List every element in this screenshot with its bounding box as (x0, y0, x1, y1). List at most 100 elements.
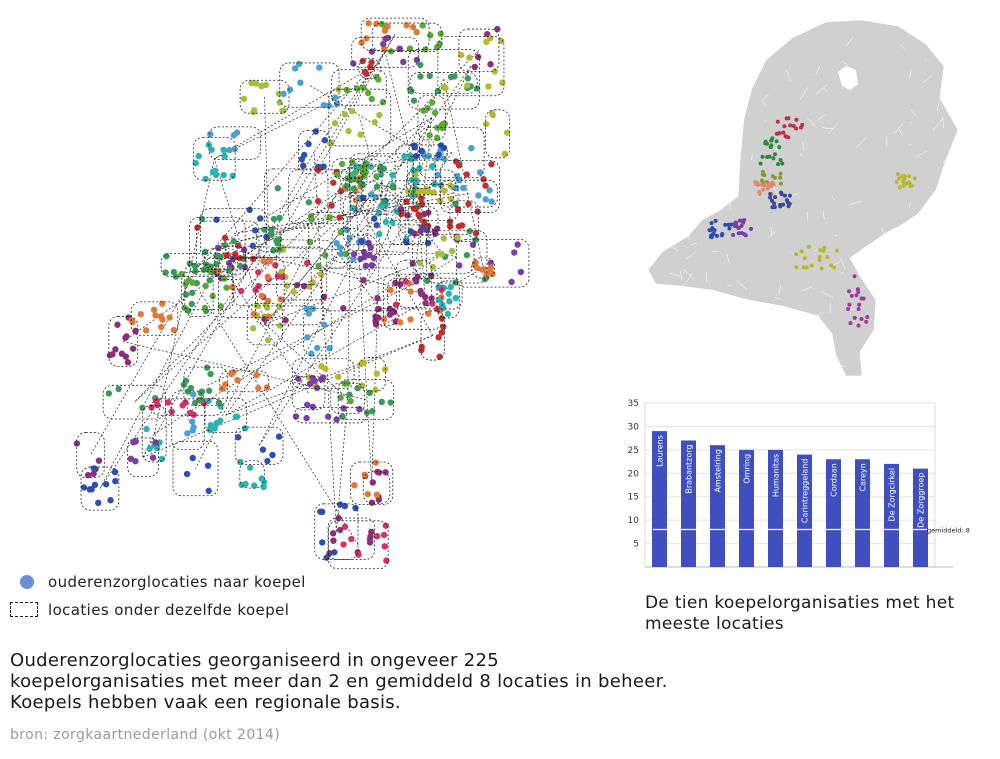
location-dot (264, 336, 272, 344)
location-dot (313, 344, 321, 352)
location-dot (363, 409, 371, 416)
group-link (359, 117, 389, 227)
municipality-border (801, 286, 812, 292)
group-outline (172, 440, 219, 497)
location-dot (319, 539, 326, 546)
location-dot (501, 150, 508, 157)
highlight-dot (781, 202, 786, 207)
location-dot (445, 290, 452, 297)
source-note: bron: zorgkaartnederland (okt 2014) (10, 727, 281, 743)
location-dot (452, 200, 459, 208)
location-dot (338, 160, 346, 168)
group-link (313, 52, 386, 153)
municipality-border (773, 186, 779, 197)
location-dot (322, 365, 329, 372)
location-dot (397, 319, 404, 326)
highlight-dot (799, 249, 804, 254)
group-link (313, 152, 337, 532)
group-link (225, 66, 472, 416)
location-dot (511, 249, 518, 256)
location-dot (440, 323, 447, 330)
location-dot (485, 83, 492, 90)
highlight-dot (770, 174, 775, 179)
highlight-dot (783, 193, 788, 198)
bar-category-label: Brabantzorg (685, 444, 694, 493)
location-dot (429, 162, 437, 170)
municipality-border (770, 226, 773, 236)
highlight-dot (731, 232, 736, 237)
group-link (268, 34, 396, 240)
highlight-dot (864, 319, 869, 324)
highlight-dot (778, 157, 783, 162)
group-outline (348, 234, 378, 271)
location-dot (186, 260, 194, 267)
municipality-border (842, 61, 848, 65)
highlight-dot (894, 179, 899, 184)
location-dot (475, 192, 482, 199)
group-outline (367, 198, 410, 255)
location-dot (329, 530, 337, 537)
location-dot (188, 418, 196, 425)
location-dot (375, 76, 382, 83)
municipality-border (839, 364, 846, 368)
location-dot (190, 391, 197, 398)
location-dot (220, 146, 227, 154)
location-dot (373, 533, 381, 540)
location-dot (474, 53, 482, 61)
highlight-dot (714, 233, 719, 238)
highlight-dot (737, 218, 742, 223)
highlight-dot (748, 226, 753, 231)
group-link (350, 192, 434, 336)
municipality-border (774, 142, 779, 155)
group-outline (436, 280, 460, 319)
municipality-border (893, 123, 904, 134)
location-dot (350, 185, 358, 192)
group-outline (343, 195, 406, 246)
location-dot (149, 454, 157, 461)
location-dot (313, 384, 321, 392)
location-dot (158, 455, 166, 463)
netherlands-highlight-map (647, 19, 959, 377)
group-outline (407, 155, 436, 189)
y-tick-label: 5 (633, 540, 639, 550)
group-link (296, 196, 320, 199)
y-tick-label: 20 (628, 469, 640, 479)
group-link (217, 117, 432, 247)
y-tick-label: 10 (628, 516, 640, 526)
location-dot (150, 306, 158, 314)
municipality-border (909, 68, 912, 79)
location-dot (418, 147, 425, 155)
location-dot (159, 300, 166, 307)
location-dot (234, 376, 241, 384)
location-dot (451, 73, 458, 80)
location-dot (213, 420, 220, 427)
location-dot (488, 110, 496, 117)
location-dot (427, 32, 434, 39)
municipality-border (772, 334, 777, 336)
group-outline (279, 62, 340, 108)
location-dot (320, 163, 327, 170)
location-dot (114, 321, 121, 328)
location-dot (321, 137, 329, 144)
municipality-border (936, 98, 941, 111)
legend-locations-label: ouderenzorglocaties naar koepel (48, 573, 306, 591)
group-link (264, 323, 348, 399)
group-link (264, 182, 382, 325)
group-outline (412, 233, 475, 274)
bar-category-label: Omring (743, 454, 752, 484)
group-outline (239, 79, 290, 114)
legend-locations: ouderenzorglocaties naar koepel (10, 573, 306, 591)
highlight-dots (707, 116, 917, 328)
location-dot (277, 322, 284, 329)
location-dot (109, 351, 116, 358)
highlight-dot (776, 131, 781, 136)
location-dot (355, 177, 363, 185)
location-dot (340, 304, 347, 312)
location-dot (233, 129, 241, 136)
group-outline (246, 302, 283, 346)
location-dot (266, 257, 274, 265)
highlight-dot (832, 265, 837, 270)
highlight-dot (778, 171, 783, 176)
location-dot (242, 480, 249, 488)
location-dot (280, 90, 287, 98)
